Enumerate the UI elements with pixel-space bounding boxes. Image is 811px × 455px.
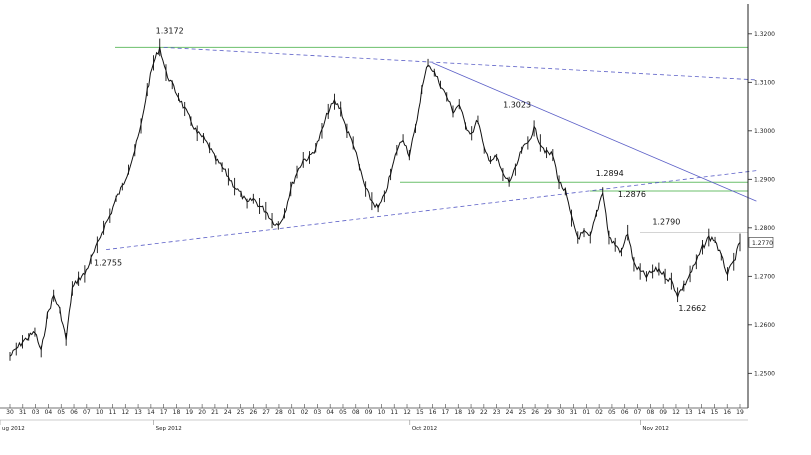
x-tick-label: 30 — [557, 409, 565, 416]
x-tick-label: 25 — [518, 409, 526, 416]
month-label: Sep 2012 — [156, 426, 182, 432]
x-tick-label: 28 — [275, 409, 283, 416]
price-annotation: 1.2662 — [678, 304, 706, 313]
x-tick-label: 31 — [19, 409, 27, 416]
y-tick-label: 1.2600 — [754, 322, 775, 329]
x-tick-label: 30 — [6, 409, 14, 416]
x-tick-label: 12 — [121, 409, 129, 416]
x-tick-label: 18 — [454, 409, 462, 416]
x-tick-label: 14 — [147, 409, 155, 416]
x-tick-label: 05 — [608, 409, 616, 416]
horizontal-levels — [115, 46, 748, 233]
price-annotation: 1.2755 — [94, 259, 122, 268]
x-tick-label: 23 — [493, 409, 501, 416]
last-price-box — [748, 237, 774, 248]
x-axis-ticks: 30 31 03 04 05 06 07 10 11 12 13 14 17 18 19 20 21 24 25 26… — [6, 404, 744, 416]
x-tick-label: 08 — [647, 409, 655, 416]
month-label: Oct 2012 — [412, 426, 437, 432]
x-tick-label: 21 — [211, 409, 219, 416]
month-label: Nov 2012 — [642, 426, 668, 432]
y-tick-label: 1.3100 — [754, 79, 775, 86]
y-tick-label: 1.3000 — [754, 128, 775, 135]
last-price-text: 1.2770 — [752, 240, 773, 247]
price-annotation: 1.2790 — [652, 218, 680, 227]
price-series — [9, 38, 741, 361]
x-tick-label: 29 — [544, 409, 552, 416]
x-tick-label: 05 — [339, 409, 347, 416]
x-tick-label: 18 — [173, 409, 181, 416]
x-tick-label: 09 — [365, 409, 373, 416]
x-tick-label: 13 — [134, 409, 142, 416]
price-annotation: 1.2894 — [596, 169, 624, 178]
x-tick-label: 02 — [301, 409, 309, 416]
x-tick-label: 19 — [467, 409, 475, 416]
x-tick-label: 26 — [250, 409, 258, 416]
x-tick-label: 07 — [634, 409, 642, 416]
x-tick-label: 15 — [416, 409, 424, 416]
x-tick-label: 01 — [288, 409, 296, 416]
x-tick-label: 14 — [698, 409, 706, 416]
price-annotations: 1.3172 1.2755 1.3023 1.2894 1.2876 1.2790 1.26… — [94, 26, 706, 312]
x-tick-label: 06 — [621, 409, 629, 416]
x-tick-label: 16 — [723, 409, 731, 416]
y-tick-label: 1.2500 — [754, 370, 775, 377]
x-tick-label: 02 — [595, 409, 603, 416]
x-tick-label: 05 — [57, 409, 65, 416]
x-tick-label: 26 — [531, 409, 539, 416]
x-tick-label: 10 — [96, 409, 104, 416]
y-axis-ticks: 1.3200 1.3100 1.3000 1.2900 1.2800 1.2700 1.26… — [748, 31, 775, 377]
x-tick-label: 12 — [403, 409, 411, 416]
trendlines — [106, 47, 757, 251]
y-tick-label: 1.2700 — [754, 273, 775, 280]
x-tick-label: 03 — [314, 409, 322, 416]
x-tick-label: 17 — [160, 409, 168, 416]
y-tick-label: 1.2800 — [754, 225, 775, 232]
x-tick-label: 12 — [672, 409, 680, 416]
x-tick-label: 24 — [506, 409, 514, 416]
x-tick-label: 04 — [326, 409, 334, 416]
y-tick-label: 1.3200 — [754, 31, 775, 38]
x-tick-label: 08 — [352, 409, 360, 416]
last-price-label: 1.2770 — [748, 237, 774, 248]
y-tick-label: 1.2900 — [754, 176, 775, 183]
price-annotation: 1.3023 — [503, 101, 531, 110]
x-tick-label: 22 — [480, 409, 488, 416]
x-tick-label: 13 — [685, 409, 693, 416]
x-tick-label: 24 — [224, 409, 232, 416]
price-line — [9, 46, 741, 357]
x-tick-label: 15 — [711, 409, 719, 416]
x-tick-label: 06 — [70, 409, 78, 416]
x-tick-label: 19 — [185, 409, 193, 416]
x-tick-label: 01 — [582, 409, 590, 416]
x-tick-label: 11 — [109, 409, 117, 416]
x-tick-label: 31 — [570, 409, 578, 416]
month-label: ug 2012 — [2, 426, 25, 432]
axes — [0, 4, 749, 421]
x-tick-label: 27 — [262, 409, 270, 416]
x-tick-label: 25 — [237, 409, 245, 416]
trendline — [163, 47, 757, 81]
x-tick-label: 19 — [736, 409, 744, 416]
x-tick-label: 11 — [390, 409, 398, 416]
x-tick-label: 09 — [659, 409, 667, 416]
x-tick-label: 03 — [32, 409, 40, 416]
x-tick-label: 07 — [83, 409, 91, 416]
price-annotation: 1.3172 — [156, 26, 184, 35]
x-tick-label: 04 — [45, 409, 53, 416]
x-tick-label: 10 — [378, 409, 386, 416]
x-axis-months: ug 2012 Sep 2012 Oct 2012 Nov 2012 — [0, 420, 669, 432]
x-tick-label: 17 — [442, 409, 450, 416]
price-annotation: 1.2876 — [618, 190, 646, 199]
x-tick-label: 16 — [429, 409, 437, 416]
x-tick-label: 20 — [198, 409, 206, 416]
trendline — [432, 62, 757, 202]
